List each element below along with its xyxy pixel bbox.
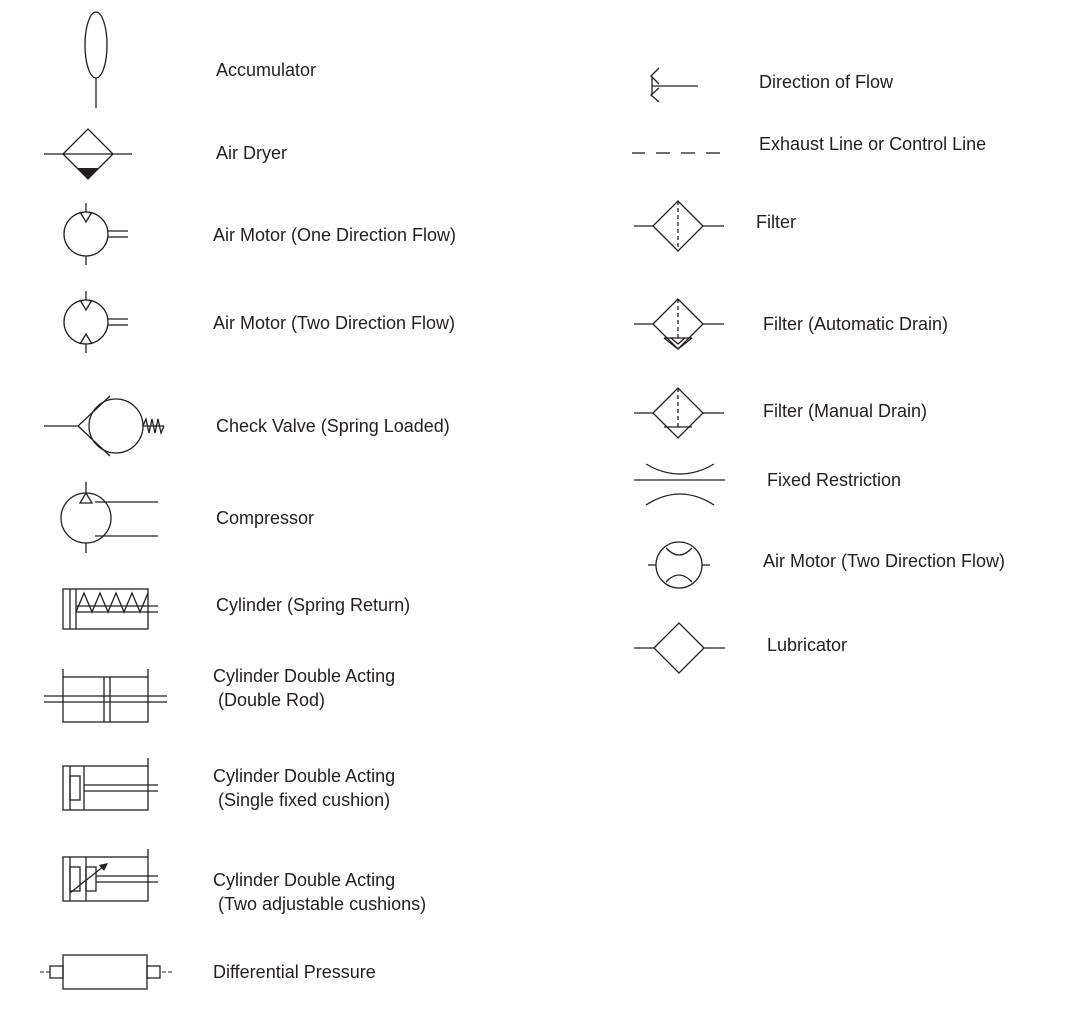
label-lubricator: Lubricator [767, 635, 848, 655]
label-cylinder-double-rod-1: Cylinder Double Acting [213, 666, 396, 686]
label-fixed-restriction: Fixed Restriction [767, 470, 902, 490]
compressor-icon [60, 482, 158, 553]
cylinder-double-acting-double-rod-icon [44, 669, 167, 723]
filter-icon [634, 200, 724, 252]
label-accumulator: Accumulator [216, 60, 317, 80]
air-motor-two-direction-icon [63, 291, 128, 353]
label-filter-manual-drain: Filter (Manual Drain) [763, 401, 928, 421]
label-direction-of-flow: Direction of Flow [759, 72, 894, 92]
label-exhaust-line: Exhaust Line or Control Line [759, 134, 987, 154]
air-motor-two-direction-flow-icon [648, 541, 710, 589]
cylinder-spring-return-icon [62, 588, 158, 630]
label-air-motor-two-direction: Air Motor (Two Direction Flow) [213, 313, 456, 333]
filter-automatic-drain-icon [634, 298, 724, 350]
label-cylinder-adjustable-cushions-2: (Two adjustable cushions) [213, 894, 427, 914]
label-filter: Filter [756, 212, 796, 232]
air-motor-one-direction-icon [63, 203, 128, 265]
label-differential-pressure: Differential Pressure [213, 962, 376, 982]
check-valve-spring-loaded-icon [44, 395, 165, 457]
differential-pressure-icon [40, 954, 172, 990]
cylinder-double-acting-single-fixed-cushion-icon [62, 758, 158, 811]
filter-manual-drain-icon [634, 387, 724, 439]
fixed-restriction-icon [634, 463, 725, 506]
label-cylinder-adjustable-cushions-1: Cylinder Double Acting [213, 870, 396, 890]
label-cylinder-double-rod-2: (Double Rod) [213, 690, 326, 710]
label-air-motor-two-direction-flow: Air Motor (Two Direction Flow) [763, 551, 1006, 571]
label-air-motor-one-direction: Air Motor (One Direction Flow) [213, 225, 457, 245]
direction-of-flow-icon [650, 67, 698, 103]
cylinder-double-acting-two-adjustable-cushions-icon [62, 849, 158, 902]
air-dryer-icon [44, 128, 132, 180]
accumulator-icon [84, 11, 108, 108]
label-cylinder-fixed-cushion-2: (Single fixed cushion) [213, 790, 391, 810]
label-compressor: Compressor [216, 508, 315, 528]
label-cylinder-spring-return: Cylinder (Spring Return) [216, 595, 411, 615]
label-filter-automatic-drain: Filter (Automatic Drain) [763, 314, 949, 334]
lubricator-icon [634, 622, 725, 674]
label-cylinder-fixed-cushion-1: Cylinder Double Acting [213, 766, 396, 786]
label-check-valve: Check Valve (Spring Loaded) [216, 416, 450, 436]
label-air-dryer: Air Dryer [216, 143, 287, 163]
